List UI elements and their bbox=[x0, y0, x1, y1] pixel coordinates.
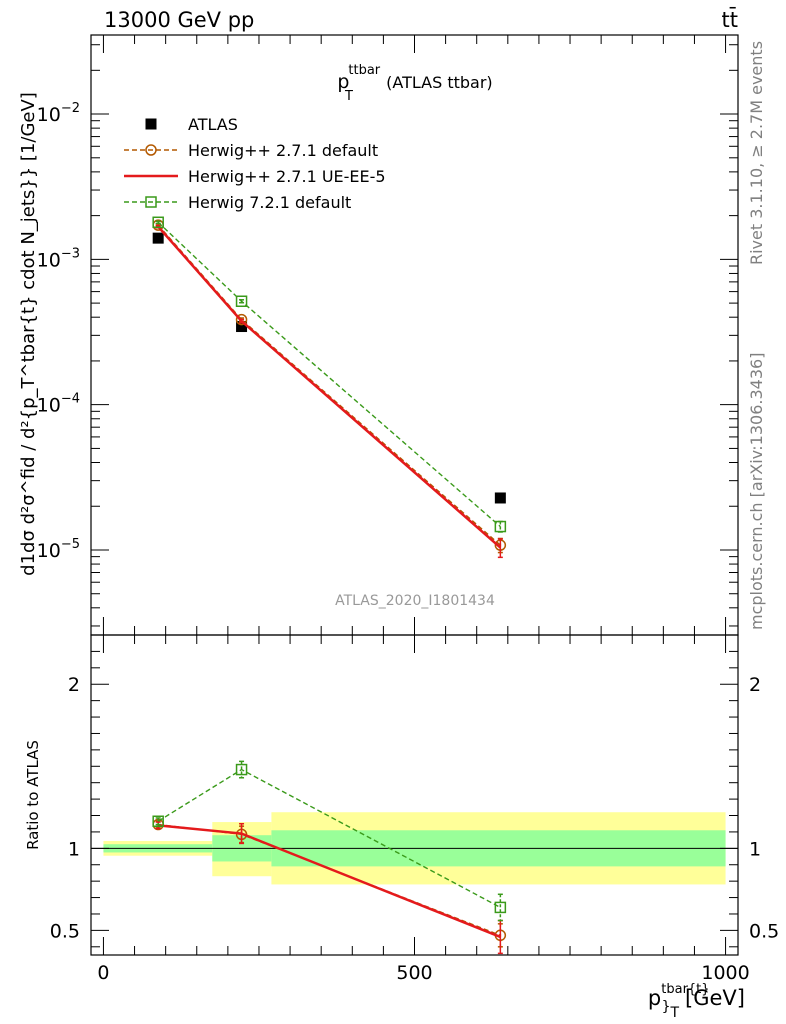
legend-label: Herwig++ 2.7.1 default bbox=[188, 141, 378, 160]
side-rivet: Rivet 3.1.10, ≥ 2.7M events bbox=[747, 41, 766, 265]
upper-herwig-2-7-1-ue-ee-5-line bbox=[157, 225, 502, 549]
upper-ytick-label: 10−5 bbox=[37, 537, 80, 562]
upper-atlas-point bbox=[494, 492, 506, 504]
upper-herwig-2-7-1-default-point bbox=[235, 313, 248, 326]
lower-xtick-label: 500 bbox=[396, 962, 432, 984]
upper-ytick-exp: −4 bbox=[61, 392, 80, 407]
upper-title: pttbar (ATLAS ttbar) bbox=[337, 63, 492, 93]
upper-atlas-point bbox=[152, 232, 164, 244]
legend-marker bbox=[145, 196, 157, 208]
lower-herwig-7-2-1-default-point bbox=[235, 763, 248, 776]
upper-ytick-label: 10−3 bbox=[37, 246, 80, 271]
legend-label: ATLAS bbox=[188, 115, 238, 134]
legend-marker bbox=[145, 144, 157, 156]
legend-label: Herwig++ 2.7.1 UE-EE-5 bbox=[188, 167, 386, 186]
legend-marker bbox=[145, 118, 157, 130]
lower-ytick-label-left: 0.5 bbox=[50, 920, 80, 942]
upper-title-rest: (ATLAS ttbar) bbox=[386, 73, 493, 92]
lower-herwig-7-2-1-default-line bbox=[157, 768, 501, 909]
x-axis-label: ptbar{t}}T [GeV] bbox=[648, 982, 745, 1021]
upper-ytick-base: 10 bbox=[37, 104, 61, 126]
lower-ylabel: Ratio to ATLAS bbox=[24, 740, 42, 850]
upper-title-main: p bbox=[337, 71, 349, 93]
lower-xtick-label: 0 bbox=[97, 962, 109, 984]
lower-ytick-label-right: 2 bbox=[749, 674, 761, 696]
upper-ytick-exp: −5 bbox=[61, 537, 80, 552]
upper-ylabel: d1dσ d²σ^fid / d²{p_T^tbar{t} cdot N_jet… bbox=[18, 92, 39, 576]
lower-panel: 0.5 0.5 1 1 2 2 0 500 1000 Ratio to ATLAS ptbar{… bbox=[24, 634, 779, 1021]
lower-ytick-label-left: 2 bbox=[68, 674, 80, 696]
lower-herwig-7-2-1-default-point bbox=[152, 815, 164, 828]
legend-label: Herwig 7.2.1 default bbox=[188, 193, 351, 212]
x-axis-label-sub: } bbox=[662, 999, 671, 1015]
upper-herwig-7-2-1-default-point bbox=[494, 520, 507, 533]
side-mcplots: mcplots.cern.ch [arXiv:1306.3436] bbox=[747, 353, 766, 630]
upper-ytick-base: 10 bbox=[37, 540, 61, 562]
header-right: tt̄ bbox=[722, 7, 738, 32]
lower-xtick-label: 1000 bbox=[701, 962, 749, 984]
upper-panel: 10−510−410−310−2 ATLAS_2020_I1801434 ptt… bbox=[18, 34, 739, 636]
upper-title-sup: ttbar bbox=[348, 63, 380, 78]
upper-title-sub: T bbox=[344, 89, 353, 104]
upper-ytick-label: 10−4 bbox=[37, 392, 80, 417]
upper-ytick-exp: −2 bbox=[61, 101, 80, 116]
header-left: 13000 GeV pp bbox=[104, 8, 254, 32]
upper-watermark: ATLAS_2020_I1801434 bbox=[335, 593, 495, 609]
upper-ytick-base: 10 bbox=[37, 249, 61, 271]
legend: ATLAS Herwig++ 2.7.1 default Herwig++ 2.7.… bbox=[124, 115, 386, 212]
upper-ytick-exp: −3 bbox=[61, 246, 80, 261]
upper-ylabel-text: d1dσ d²σ^fid / d²{p_T^tbar{t} cdot N_jet… bbox=[18, 92, 39, 576]
lower-ytick-label-right: 0.5 bbox=[749, 920, 779, 942]
x-axis-label-rest: [GeV] bbox=[685, 986, 745, 1010]
lower-ytick-label-left: 1 bbox=[68, 838, 80, 860]
upper-herwig-7-2-1-default-point bbox=[235, 295, 248, 307]
x-axis-label-sub2: T bbox=[669, 1005, 679, 1021]
lower-ylabel-text: Ratio to ATLAS bbox=[24, 740, 42, 850]
x-axis-label-main: p bbox=[648, 986, 661, 1010]
lower-frame bbox=[90, 634, 739, 956]
upper-herwig-2-7-1-default-line bbox=[157, 224, 501, 546]
upper-herwig-7-2-1-default-line bbox=[157, 221, 501, 528]
lower-herwig-7-2-1-default-point bbox=[494, 901, 507, 914]
upper-atlas-point bbox=[236, 321, 248, 333]
upper-ytick-base: 10 bbox=[37, 395, 61, 417]
lower-ytick-label-right: 1 bbox=[749, 838, 761, 860]
x-axis-label-sup: tbar{t} bbox=[661, 982, 709, 997]
upper-ytick-label: 10−2 bbox=[37, 101, 80, 126]
upper-herwig-7-2-1-default-point bbox=[152, 216, 164, 229]
